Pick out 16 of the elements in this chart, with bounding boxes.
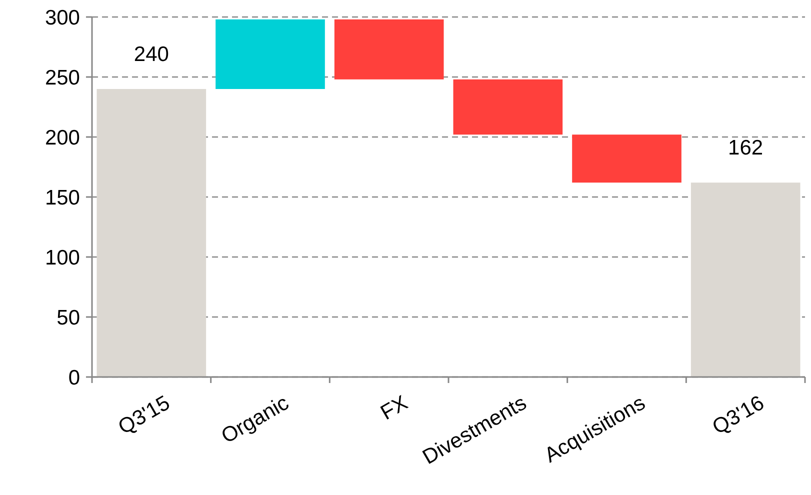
y-tick-label: 0 xyxy=(68,366,80,390)
y-tick-label: 300 xyxy=(44,6,80,30)
bar xyxy=(690,182,800,377)
bar xyxy=(572,134,682,183)
bar xyxy=(96,89,206,377)
data-label: 162 xyxy=(728,136,764,160)
data-label: 240 xyxy=(134,43,169,66)
y-tick-label: 250 xyxy=(44,66,80,90)
y-tick-label: 150 xyxy=(44,186,80,210)
y-tick-label: 100 xyxy=(44,246,80,270)
bar xyxy=(453,79,563,135)
bar xyxy=(216,19,325,89)
x-tick-label: FX xyxy=(376,391,412,425)
y-tick-label: 50 xyxy=(56,306,80,330)
bar xyxy=(334,19,444,80)
y-tick-label: 200 xyxy=(44,126,80,150)
